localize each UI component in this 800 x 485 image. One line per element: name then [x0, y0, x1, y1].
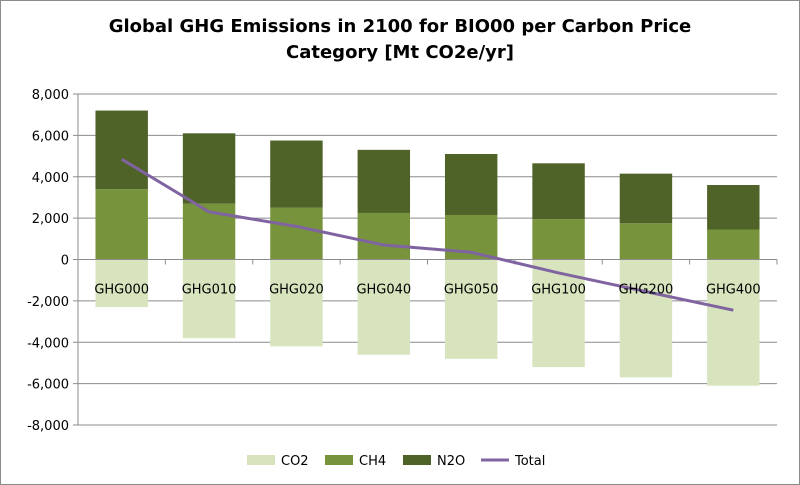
x-tick-label: GHG010	[182, 283, 237, 298]
x-tick-label: GHG000	[94, 283, 149, 298]
tick-labels: 8,000 6,000 4,000 2,000 0 -2,000 -4,000 -6,000 -…	[27, 88, 761, 434]
y-tick-label: 6,000	[32, 129, 69, 144]
series-line-total	[120, 157, 734, 312]
legend-swatch	[403, 455, 431, 465]
bar-co2-ghg000	[95, 259, 148, 308]
legend: CO2 CH4 N2O Total	[247, 454, 545, 469]
y-tick-label: 0	[61, 254, 69, 269]
x-tick-label: GHG050	[444, 283, 499, 298]
y-tick-label: 2,000	[32, 212, 69, 227]
x-tick-label: GHG400	[706, 283, 761, 298]
x-tick-label: GHG020	[269, 283, 324, 298]
bar-ch4-ghg400	[707, 229, 760, 260]
x-tick-label: GHG200	[619, 283, 674, 298]
chart-title: Global GHG Emissions in 2100 for BIO00 p…	[0, 14, 800, 66]
y-tick-label: 4,000	[32, 171, 69, 186]
y-tick-label: -6,000	[27, 378, 69, 393]
legend-label: CO2	[281, 454, 309, 469]
legend-label: Total	[514, 454, 545, 469]
y-tick-label: -2,000	[27, 295, 69, 310]
y-tick-label: -4,000	[27, 336, 69, 351]
bar-n2o-ghg000	[95, 110, 148, 190]
y-tick-label: -8,000	[27, 419, 69, 434]
bar-co2-ghg400	[707, 259, 760, 386]
axes	[73, 93, 778, 426]
legend-swatch	[325, 455, 353, 465]
chart-title-line-1: Global GHG Emissions in 2100 for BIO00 p…	[108, 16, 692, 37]
bar-co2-ghg050	[444, 259, 498, 359]
chart-title-line-2: Category [Mt CO2e/yr]	[286, 42, 514, 63]
bar-co2-ghg200	[619, 259, 673, 378]
legend-label: CH4	[359, 454, 386, 469]
legend-item-ch4: CH4	[325, 454, 386, 469]
bar-ch4-ghg040	[357, 212, 411, 260]
bar-n2o-ghg050	[444, 153, 498, 216]
bar-ch4-ghg200	[619, 223, 673, 260]
legend-item-total: Total	[481, 454, 545, 469]
bars	[95, 110, 760, 386]
bar-co2-ghg020	[270, 259, 323, 347]
bar-n2o-ghg100	[532, 163, 585, 220]
legend-item-n2o: N2O	[403, 454, 465, 469]
bar-ch4-ghg020	[270, 207, 323, 260]
x-tick-label: GHG040	[356, 283, 411, 298]
bar-co2-ghg040	[357, 259, 411, 355]
bar-n2o-ghg040	[357, 149, 411, 213]
bar-n2o-ghg200	[619, 173, 673, 224]
bar-co2-ghg010	[182, 259, 236, 339]
legend-item-co2: CO2	[247, 454, 309, 469]
total-line	[120, 157, 734, 312]
legend-label: N2O	[437, 454, 465, 469]
bar-n2o-ghg400	[707, 185, 760, 230]
bar-ch4-ghg000	[95, 189, 148, 260]
bar-ch4-ghg100	[532, 219, 585, 260]
x-tick-label: GHG100	[531, 283, 586, 298]
y-tick-label: 8,000	[32, 88, 69, 103]
bar-n2o-ghg010	[182, 133, 236, 204]
legend-swatch	[247, 455, 275, 465]
bar-n2o-ghg020	[270, 140, 323, 208]
